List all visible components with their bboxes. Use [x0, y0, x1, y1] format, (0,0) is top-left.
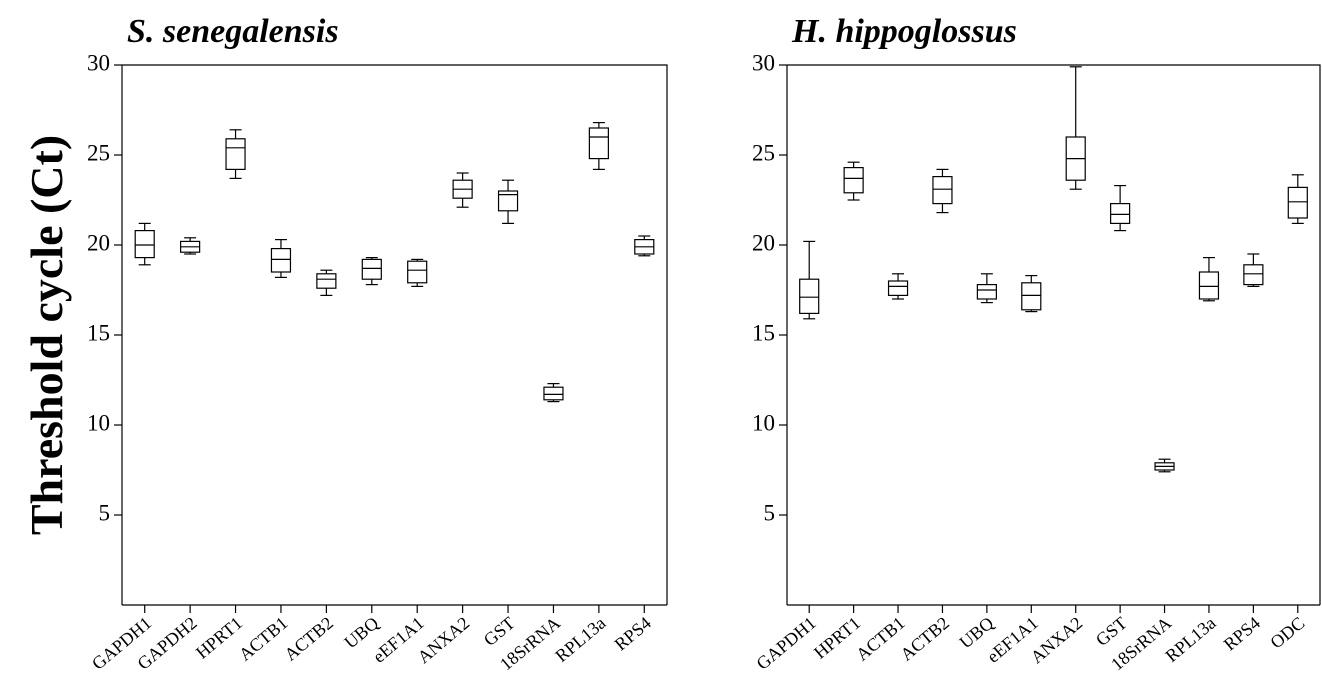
box	[316, 273, 337, 289]
box	[887, 280, 909, 296]
plot-frame	[787, 64, 1321, 605]
x-tick-label: ACTB1	[235, 613, 292, 665]
box	[497, 190, 519, 212]
y-tick-label: 15	[87, 320, 110, 345]
box	[361, 258, 382, 280]
x-tick-label: RPL13a	[1161, 613, 1219, 666]
y-tick-label: 20	[87, 230, 110, 255]
box	[270, 248, 292, 273]
box	[1243, 264, 1264, 286]
x-tick-label: ACTB2	[896, 613, 953, 665]
y-axis-label: Threshold cycle (Ct)	[21, 135, 72, 535]
x-tick-label: GAPDH1	[753, 613, 820, 674]
x-tick-label: HPRT1	[192, 613, 246, 663]
x-tick-label: ACTB1	[852, 613, 909, 665]
x-tick-label: RPL13a	[551, 613, 609, 666]
box	[1021, 282, 1042, 311]
box	[407, 260, 428, 284]
x-tick-label: RPS4	[611, 613, 655, 655]
box	[976, 284, 997, 300]
x-tick-label: ANXA2	[414, 613, 474, 668]
box	[588, 127, 609, 160]
panel-title: S. senegalensis	[127, 13, 339, 50]
y-tick-label: 25	[87, 140, 110, 165]
box	[1110, 203, 1131, 225]
panel-title: H. hippoglossus	[791, 13, 1017, 50]
box	[1287, 186, 1308, 219]
y-tick-label: 20	[752, 230, 775, 255]
y-tick-label: 15	[752, 320, 775, 345]
box	[799, 278, 820, 315]
plot-frame	[122, 64, 668, 605]
y-tick-label: 10	[87, 410, 110, 435]
box	[932, 176, 953, 205]
x-tick-label: RPS4	[1220, 613, 1264, 655]
y-tick-label: 5	[764, 500, 776, 525]
x-tick-label: ACTB2	[280, 613, 337, 665]
box	[543, 386, 564, 401]
box	[225, 138, 246, 171]
box	[843, 167, 864, 194]
box	[1198, 271, 1220, 300]
y-tick-label: 30	[87, 50, 110, 75]
x-tick-label: ODC	[1266, 613, 1308, 653]
box	[134, 230, 155, 259]
y-tick-label: 5	[99, 500, 111, 525]
y-tick-label: 25	[752, 140, 775, 165]
y-tick-label: 10	[752, 410, 775, 435]
y-tick-label: 30	[752, 50, 775, 75]
